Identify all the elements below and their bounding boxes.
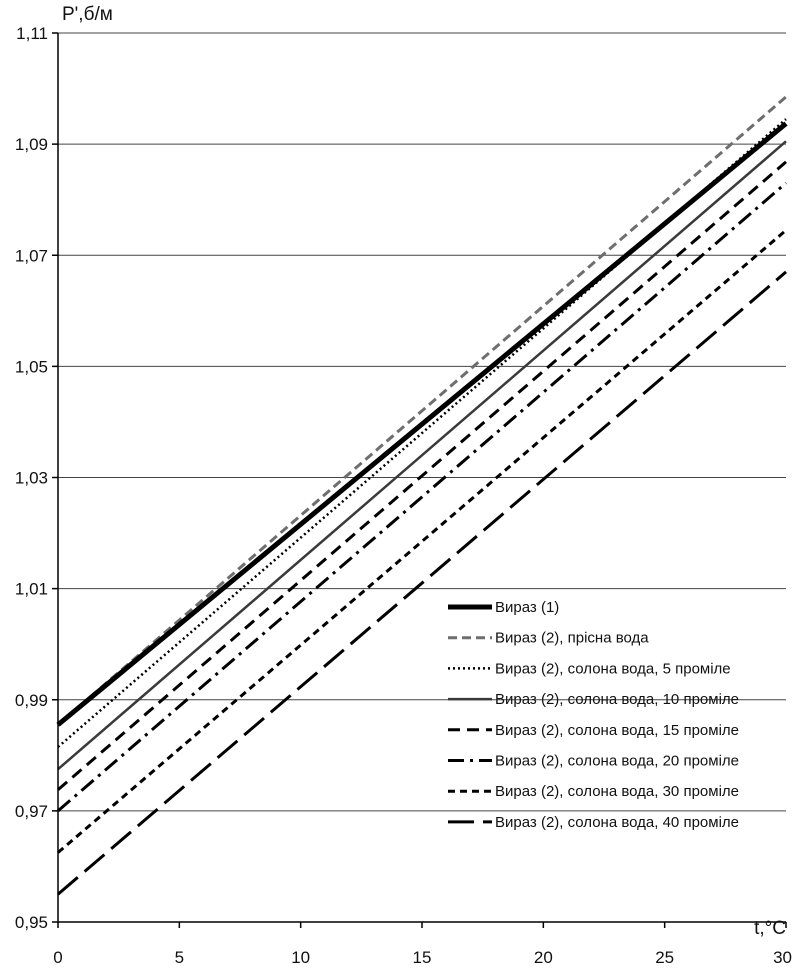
grid-lines [58, 32, 786, 812]
x-tick-label: 10 [291, 948, 310, 967]
legend-label: Вираз (2), солона вода, 30 проміле [495, 783, 739, 800]
x-axis-title: t,°C [754, 918, 786, 939]
legend-label: Вираз (2), солона вода, 5 проміле [495, 660, 731, 677]
x-tick-label: 15 [413, 948, 432, 967]
y-tick-label: 1,03 [15, 469, 48, 488]
y-tick-label: 1,05 [15, 357, 48, 376]
legend-label: Вираз (2), прісна вода [495, 630, 649, 647]
series-lines [56, 95, 788, 896]
x-tick-label: 0 [53, 948, 62, 967]
series-line [57, 160, 787, 791]
series-line [57, 95, 787, 726]
y-tick-label: 0,95 [15, 913, 48, 932]
x-tick-label: 20 [534, 948, 553, 967]
y-tick-label: 0,99 [15, 691, 48, 710]
x-tick-label: 25 [655, 948, 674, 967]
legend: Вираз (1) Вираз (2), прісна вода Вираз (2)… [448, 599, 739, 831]
y-axis-title: P',б/м [62, 4, 113, 25]
legend-label: Вираз (2), солона вода, 10 проміле [495, 691, 739, 708]
series-line [57, 229, 787, 854]
y-tick-label: 1,09 [15, 135, 48, 154]
x-tick-label: 30 [773, 948, 792, 967]
legend-label: Вираз (2), солона вода, 15 проміле [495, 722, 739, 739]
series-line [57, 181, 787, 813]
series-line [57, 140, 787, 771]
x-tick-label: 5 [175, 948, 184, 967]
axes [52, 32, 787, 928]
legend-label: Вираз (2), солона вода, 40 проміле [495, 814, 739, 831]
tick-labels: 0,95 0,97 0,99 1,01 1,03 1,05 1,07 1,09 1,11 0 5 10… [15, 24, 792, 967]
legend-label: Вираз (2), солона вода, 20 проміле [495, 753, 739, 770]
series-line [56, 121, 788, 727]
y-tick-label: 1,07 [15, 246, 48, 265]
y-tick-label: 1,11 [16, 24, 48, 43]
y-tick-label: 1,01 [15, 580, 48, 599]
series-line [57, 270, 787, 896]
legend-label: Вираз (1) [495, 599, 559, 616]
y-tick-label: 0,97 [15, 802, 48, 821]
